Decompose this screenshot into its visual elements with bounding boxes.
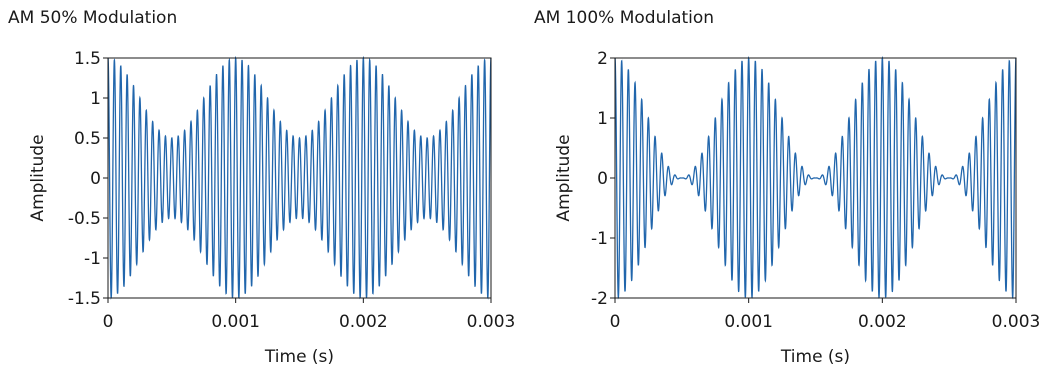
chart-panel-am100: AM 100% Modulation 2 1 0 -1 -2 0 0.001 0.002 0.0… xyxy=(526,0,1052,372)
y-tick-label: -0.5 xyxy=(68,209,101,229)
y-tick-label: 1.5 xyxy=(74,49,101,69)
y-tick-label: 1 xyxy=(597,109,608,129)
y-tick-label: -2 xyxy=(591,289,608,309)
x-tick-label: 0.002 xyxy=(858,312,907,332)
y-tick-label: 0 xyxy=(597,169,608,189)
y-tick-label: -1 xyxy=(84,249,101,269)
x-tick-label: 0.003 xyxy=(467,312,516,332)
x-tick-label: 0 xyxy=(610,312,621,332)
y-tick-label: 1 xyxy=(90,89,101,109)
x-tick-label: 0.001 xyxy=(211,312,260,332)
x-tick-label: 0.002 xyxy=(339,312,388,332)
y-tick-label: -1.5 xyxy=(68,289,101,309)
chart-panel-am50: AM 50% Modulation 1.5 1 0.5 0 -0.5 -1 -1.5 0 0.0… xyxy=(8,8,516,367)
x-axis-label: Time (s) xyxy=(264,347,334,367)
signal-line xyxy=(107,55,492,300)
y-tick-label: 0.5 xyxy=(74,129,101,149)
y-tick-label: -1 xyxy=(591,229,608,249)
y-tick-label: 0 xyxy=(90,169,101,189)
chart-title: AM 50% Modulation xyxy=(8,8,178,28)
x-axis-label: Time (s) xyxy=(780,347,850,367)
y-axis-label: Amplitude xyxy=(28,134,48,221)
y-tick-label: 2 xyxy=(597,49,608,69)
signal-line xyxy=(614,55,1017,300)
x-tick-label: 0.003 xyxy=(992,312,1041,332)
y-axis-label: Amplitude xyxy=(554,134,574,221)
plot-frame xyxy=(107,57,492,299)
chart-title: AM 100% Modulation xyxy=(534,8,715,28)
x-tick-label: 0.001 xyxy=(724,312,773,332)
x-tick-label: 0 xyxy=(103,312,114,332)
